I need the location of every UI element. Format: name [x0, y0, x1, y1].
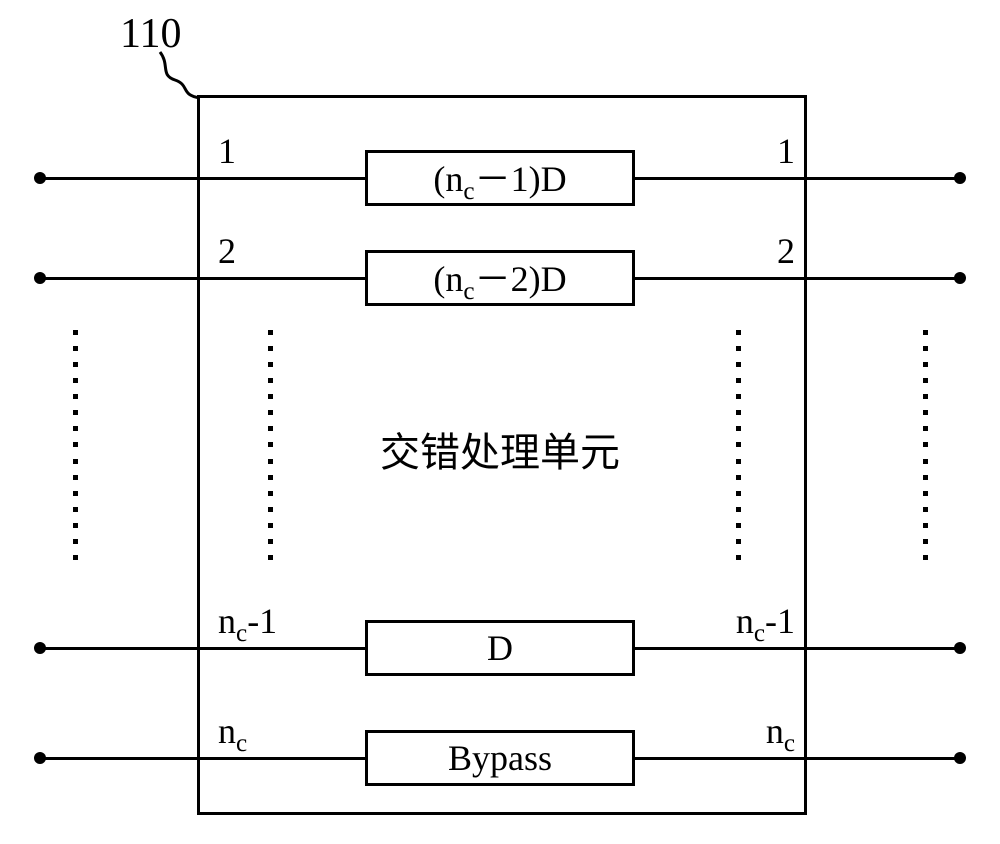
unit-title: 交错处理单元: [0, 420, 1000, 478]
delay-block-label: Bypass: [448, 737, 552, 779]
delay-block-label: (nc－1)D: [433, 150, 566, 206]
leader-line: [155, 50, 215, 100]
port-dot-left: [34, 752, 46, 764]
ellipsis-vertical: [73, 330, 78, 560]
port-label-left: 2: [218, 230, 236, 272]
ellipsis-vertical: [736, 330, 741, 560]
port-label-left: nc: [218, 710, 247, 758]
port-dot-right: [954, 642, 966, 654]
delay-block: (nc－2)D: [365, 250, 635, 306]
port-label-right: nc-1: [736, 600, 795, 648]
port-label-left: nc-1: [218, 600, 277, 648]
ellipsis-vertical: [923, 330, 928, 560]
port-dot-left: [34, 272, 46, 284]
port-dot-right: [954, 172, 966, 184]
diagram-canvas: 110 交错处理单元 (nc－1)D11(nc－2)D22Dnc-1nc-1By…: [0, 0, 1000, 844]
port-dot-left: [34, 642, 46, 654]
port-label-left: 1: [218, 130, 236, 172]
port-label-right: nc: [766, 710, 795, 758]
delay-block: (nc－1)D: [365, 150, 635, 206]
delay-block: D: [365, 620, 635, 676]
port-label-right: 2: [777, 230, 795, 272]
port-dot-right: [954, 752, 966, 764]
port-label-right: 1: [777, 130, 795, 172]
ellipsis-vertical: [268, 330, 273, 560]
port-dot-right: [954, 272, 966, 284]
port-dot-left: [34, 172, 46, 184]
delay-block-label: D: [487, 627, 513, 669]
delay-block-label: (nc－2)D: [433, 250, 566, 306]
delay-block: Bypass: [365, 730, 635, 786]
